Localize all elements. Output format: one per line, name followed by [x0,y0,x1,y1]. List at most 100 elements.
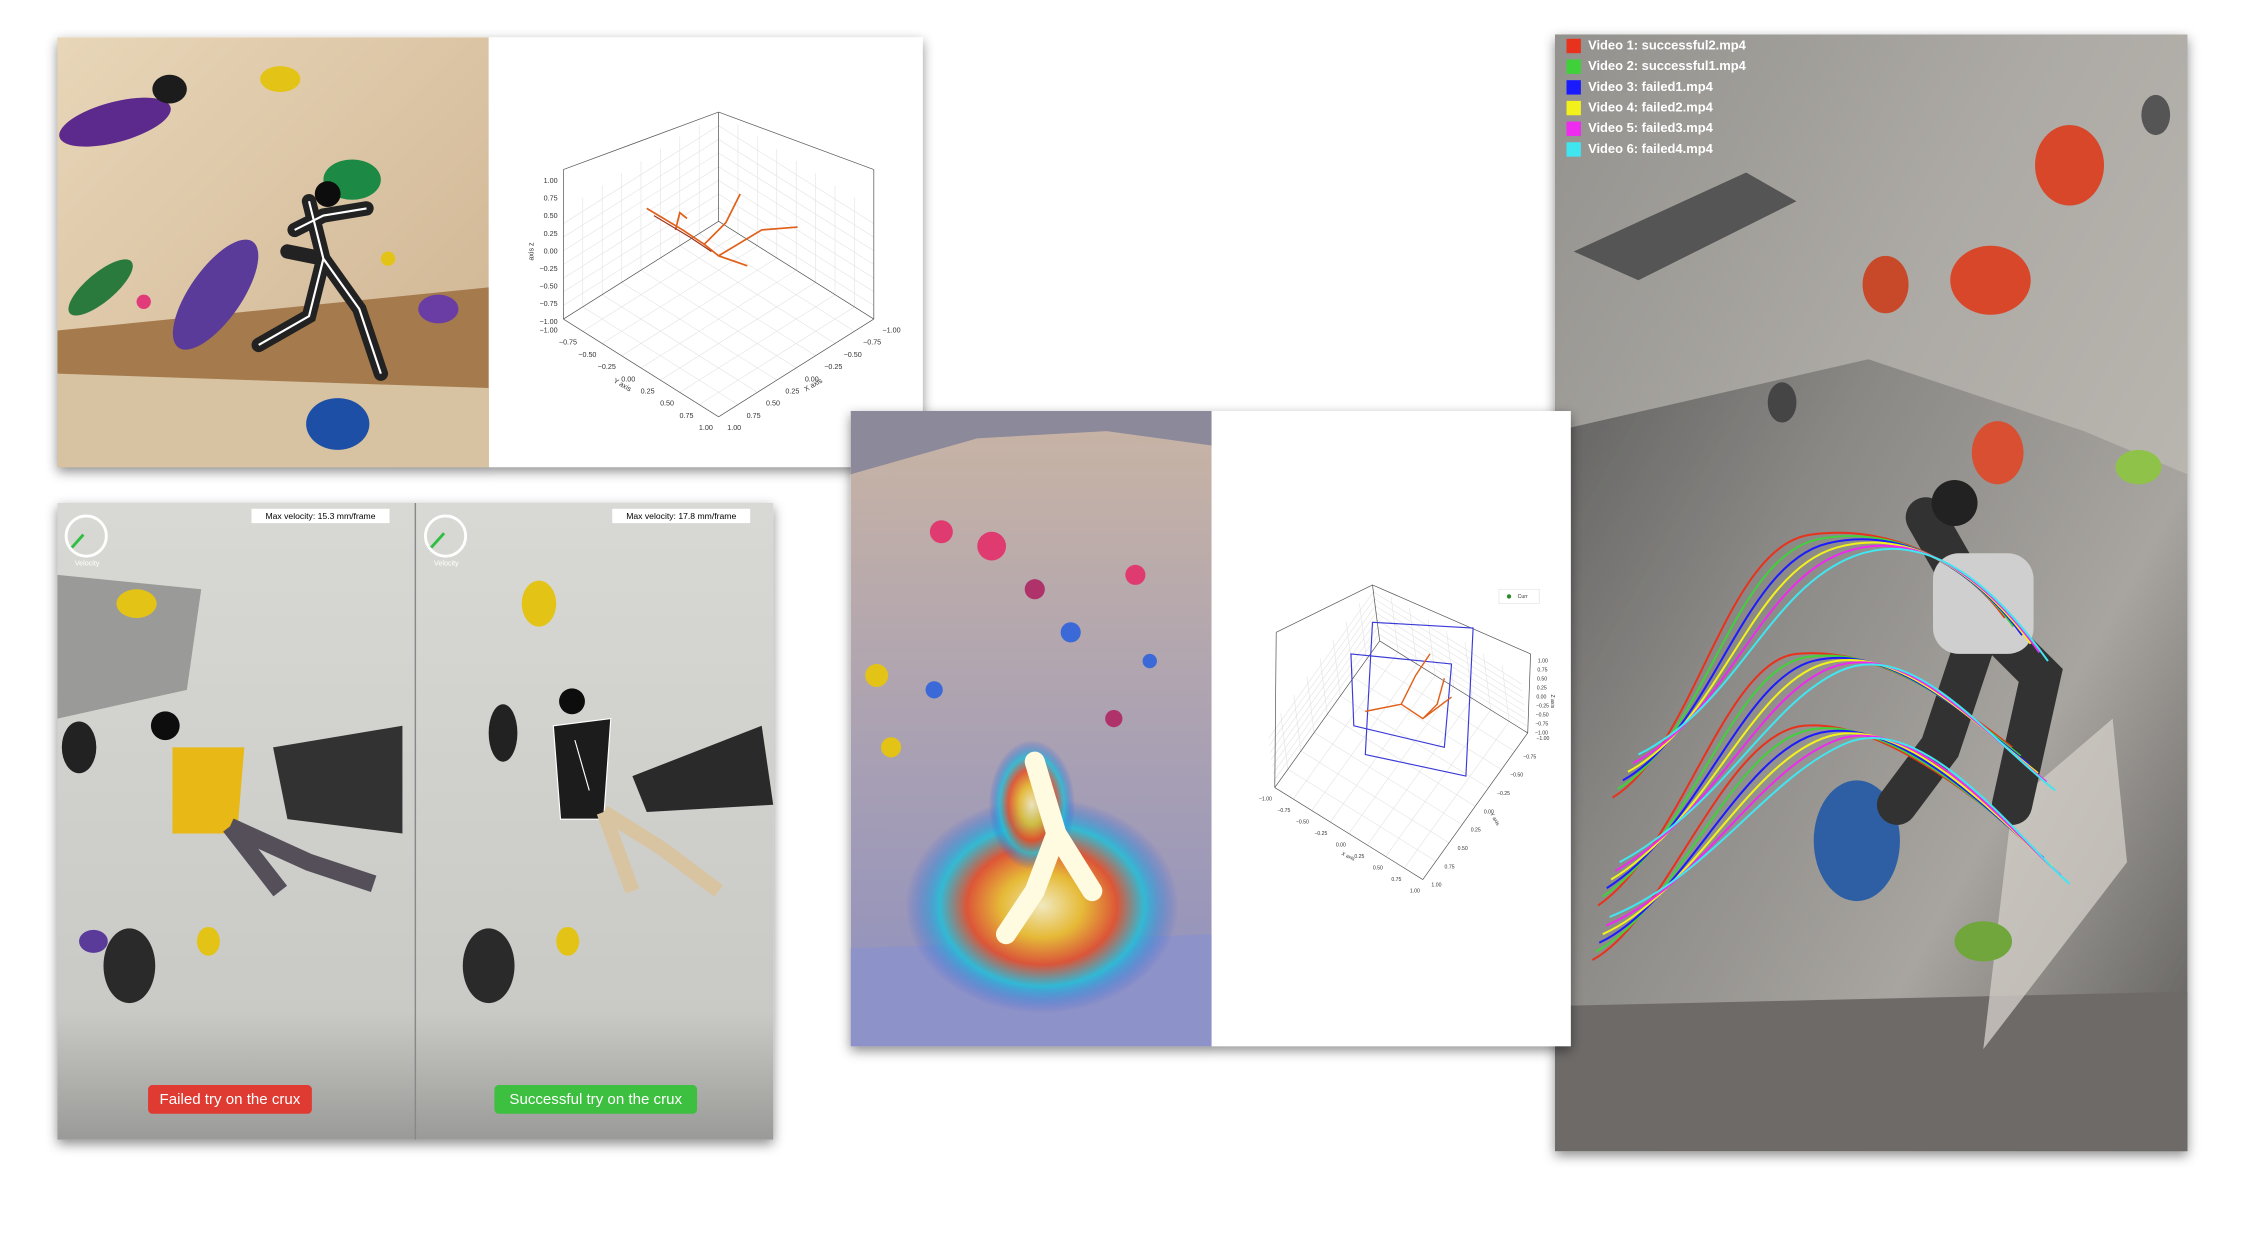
axis-line [1293,694,1302,751]
legend-label: Curr [1518,594,1528,600]
tick-label: −0.75 [1523,754,1536,760]
photo-successful [462,580,774,1004]
tick-label: 0.00 [805,375,819,383]
velocity-label: Velocity [75,559,100,567]
max-velocity-box [612,508,751,524]
legend-label: Video 5: failed3.mp4 [1588,120,1714,135]
tick-label: −0.25 [598,363,616,371]
trajectory [1632,544,2041,765]
tick-label: 0.00 [621,375,635,383]
legend-label: Video 6: failed4.mp4 [1588,141,1714,156]
panel-comparison: Velocity Velocity Max velocity: 15.3 mm/… [57,503,774,1140]
axis-line [1287,768,1437,862]
axis-label: axis z [528,242,536,261]
axis-line [640,269,797,369]
tick-label: 1.00 [699,424,713,432]
legend-swatch [1566,80,1581,95]
tick-label: 0.50 [660,400,674,408]
tick-label: −0.75 [1535,721,1548,727]
legend-swatch [1566,142,1581,157]
tick-label: −0.50 [1536,712,1549,718]
axis-line [1313,732,1463,825]
tick-label: −0.25 [1314,831,1327,837]
axis-line [660,282,816,381]
panel-heatmap [850,411,1571,1047]
axis-line [718,166,874,265]
legend-marker [1506,594,1512,599]
tick-label: −0.75 [539,300,557,308]
axis-line [1527,653,1531,733]
legend-box [1498,588,1540,604]
trajectory [1619,663,2056,864]
panel-pose-3d [57,37,923,468]
tick-label: 0.00 [1484,809,1494,815]
axis-line [1300,750,1450,844]
tick-label: 0.25 [1354,854,1364,860]
axis-line [1404,721,1510,869]
pose-trajectory [1365,653,1452,720]
photo-failed [57,574,403,1004]
max-velocity: Max velocity: 17.8 mm/frame [626,511,736,521]
tick-label: −1.00 [539,318,557,326]
axis-line [1385,709,1491,857]
axis-line [1501,665,1510,722]
axis-line [1270,605,1376,753]
axis-line [718,221,875,320]
tick-label: −0.75 [559,339,577,347]
axis-line [1348,686,1454,834]
caption: Successful try on the crux [509,1091,682,1108]
legend-label: Video 2: successful1.mp4 [1588,58,1747,73]
axis-label: Z axis [1549,694,1555,708]
axis-line [1276,584,1373,633]
legend-swatch [1566,59,1581,74]
trajectory [1614,661,2048,872]
tick-label: 0.75 [679,412,693,420]
axis-line [699,306,855,405]
caption-box [148,1085,312,1114]
tick-label: 0.00 [1536,694,1546,700]
trajectory [1627,541,2032,773]
axis-line [1372,584,1531,655]
tick-label: −0.25 [539,265,557,273]
tick-label: 0.25 [785,388,799,396]
legend-label: Video 4: failed2.mp4 [1588,99,1714,114]
axis-line [582,306,739,405]
axis-line [563,318,719,418]
trajectory-lines [1591,531,2071,961]
tick-label: −1.00 [1535,730,1548,736]
tick-label: −1.00 [882,326,900,334]
axis-line [1375,605,1524,699]
tick-label: 1.00 [544,177,558,185]
legend-swatch [1566,100,1581,116]
tick-label: 0.75 [1445,864,1455,870]
plots: 1.00 0.75 0.50 0.25 0.00 −0.25 −0.50 −0.75 −1.00… [528,111,1555,894]
legend: Video 1: successful2.mp4 Video 2: success… [1566,37,1747,157]
tick-label: −0.25 [1536,703,1549,709]
tick-label: 0.25 [544,230,558,238]
axis-line [1379,640,1528,734]
tick-label: 0.50 [1537,676,1547,682]
tick-label: 0.50 [766,400,780,408]
tick-label: 0.50 [1373,865,1383,871]
axis-line [718,111,874,170]
legend-label: Video 3: failed1.mp4 [1588,79,1714,94]
pose-trajectory [646,193,798,267]
axis-line [1270,612,1377,760]
plot-3d: 1.00 0.75 0.50 0.25 0.00 −0.25 −0.50 −0.75 −1.00… [528,111,901,432]
panel-trajectories [1555,34,2188,1152]
plot-3d: 1.000.750.500.250.00−0.25−0.50−0.75−1.00… [1259,584,1555,894]
tick-label: −1.00 [1536,736,1549,742]
axis-line [563,111,719,170]
tick-label: −0.25 [824,363,842,371]
trajectory [1609,736,2071,918]
axis-line [1422,732,1529,880]
axis-line [1269,598,1375,746]
tick-label: 0.25 [1471,828,1481,834]
axis-line [563,125,719,224]
axis-line [1274,640,1380,788]
axis-line [621,282,777,381]
tick-label: −0.50 [539,283,557,291]
tick-label: −0.50 [1296,819,1309,825]
